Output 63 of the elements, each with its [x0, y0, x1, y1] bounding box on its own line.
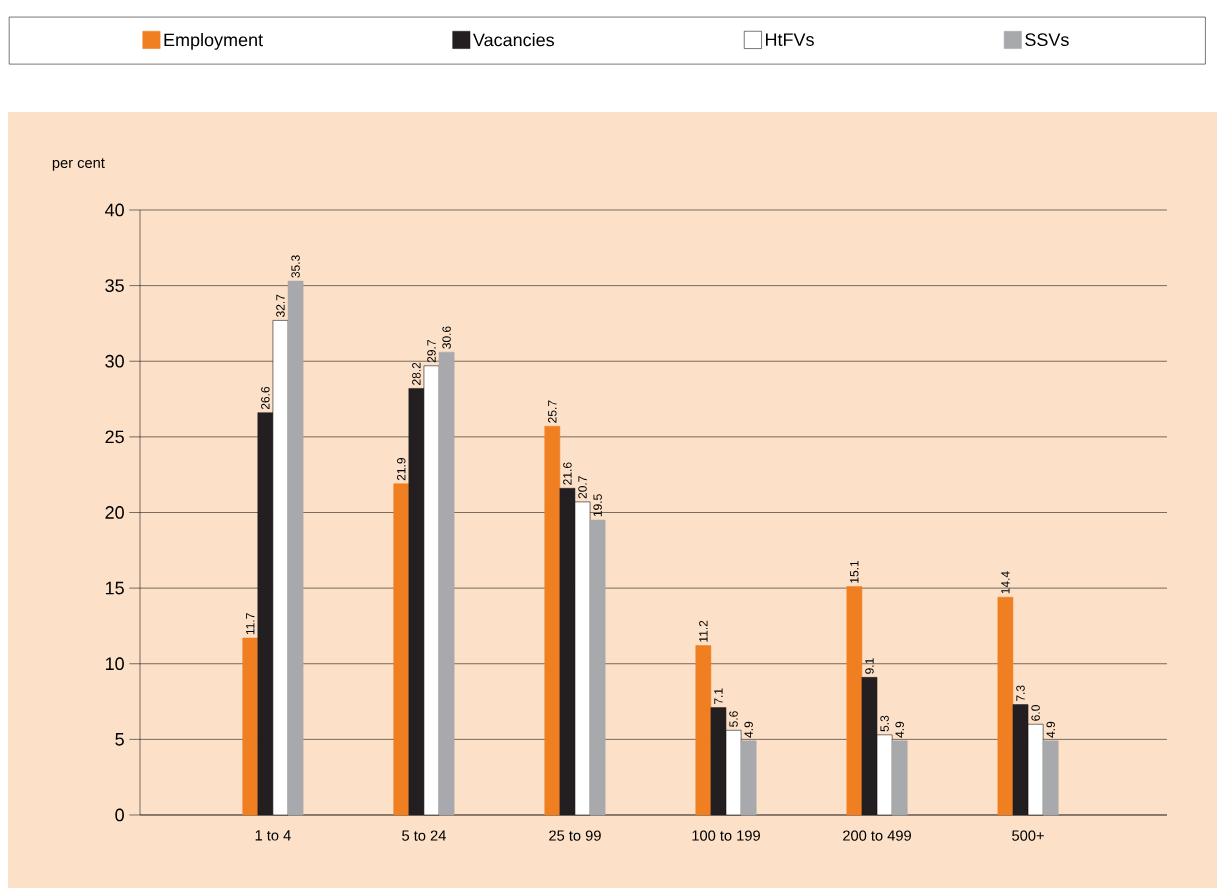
- data-label: 14.4: [1001, 571, 1010, 594]
- y-tick-label: 40: [105, 203, 124, 217]
- y-tick-label: 25: [105, 430, 124, 444]
- x-tick-label: 1 to 4: [255, 830, 291, 841]
- data-label: 15.1: [850, 560, 859, 583]
- bar: [997, 596, 1014, 816]
- bar: [1042, 740, 1059, 816]
- data-label: 4.9: [895, 721, 904, 738]
- data-label: 6.0: [1031, 705, 1040, 721]
- y-tick-label: 20: [105, 506, 124, 519]
- y-tick-label: 15: [105, 581, 124, 595]
- x-tick-label: 25 to 99: [549, 830, 601, 841]
- data-label: 7.3: [1016, 685, 1025, 702]
- data-label: 4.9: [1046, 721, 1055, 738]
- bar: [257, 412, 274, 816]
- bar: [740, 740, 757, 816]
- legend-label: Vacancies: [473, 33, 554, 47]
- bar: [393, 483, 410, 816]
- x-tick-label: 100 to 199: [692, 830, 760, 841]
- bar: [438, 351, 455, 816]
- data-label: 4.9: [744, 721, 753, 738]
- data-label: 25.7: [548, 400, 557, 423]
- bar: [861, 677, 878, 816]
- data-label: 20.7: [578, 476, 587, 499]
- data-label: 28.2: [412, 362, 421, 385]
- y-tick-label: 0: [115, 808, 124, 822]
- y-tick-label: 10: [105, 657, 124, 671]
- bar: [242, 637, 259, 816]
- y-tick-label: 5: [115, 733, 124, 746]
- data-label: 19.5: [593, 494, 602, 517]
- y-tick-label: 35: [105, 279, 124, 292]
- data-label: 35.3: [291, 255, 300, 278]
- legend-label: SSVs: [1025, 33, 1069, 47]
- bar: [1012, 704, 1029, 816]
- bar: [287, 280, 304, 816]
- data-label: 5.3: [880, 715, 889, 732]
- data-label: 29.7: [427, 340, 436, 363]
- y-tick-label: 30: [105, 354, 124, 368]
- bar: [891, 740, 908, 816]
- data-label: 9.1: [865, 658, 874, 674]
- data-label: 30.6: [442, 326, 451, 349]
- data-label: 5.6: [729, 711, 738, 727]
- data-label: 11.2: [699, 620, 708, 642]
- x-tick-label: 500+: [1012, 830, 1044, 841]
- data-label: 7.1: [714, 688, 723, 705]
- data-label: 21.6: [563, 462, 572, 485]
- bar: [846, 586, 863, 816]
- bar: [544, 426, 561, 816]
- x-tick-label: 200 to 499: [843, 830, 911, 841]
- bar: [589, 519, 606, 816]
- data-label: 26.6: [261, 386, 270, 410]
- bar: [423, 365, 440, 816]
- legend-label: HtFVs: [765, 33, 814, 46]
- bar: [408, 388, 425, 816]
- bar: [695, 645, 712, 816]
- data-label: 11.7: [246, 613, 255, 635]
- legend-label: Employment: [164, 33, 263, 50]
- y-axis-title: per cent: [52, 158, 105, 171]
- bar: [559, 488, 576, 816]
- data-label: 32.7: [276, 294, 285, 318]
- x-tick-label: 5 to 24: [402, 830, 446, 841]
- bar: [710, 707, 727, 816]
- data-label: 21.9: [397, 458, 406, 481]
